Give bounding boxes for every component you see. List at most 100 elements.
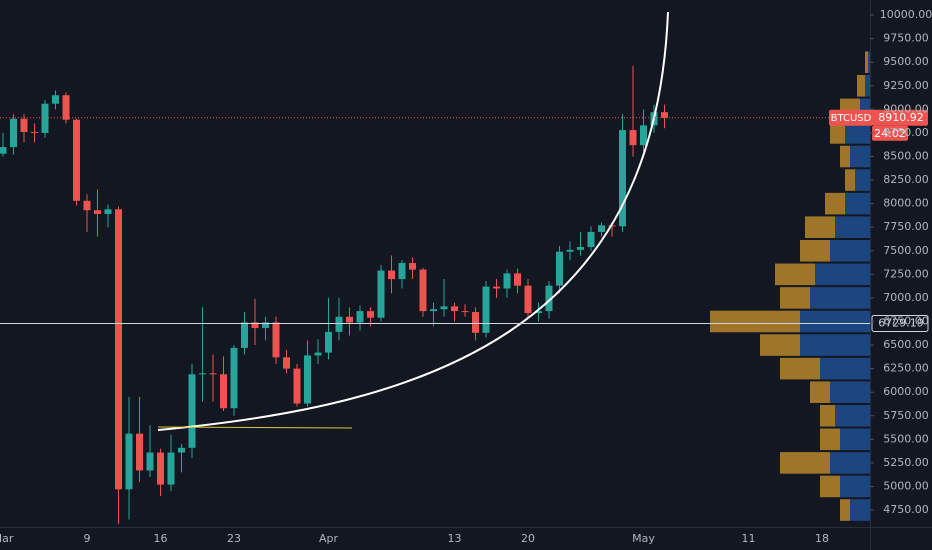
symbol-label: BTCUSD: [831, 113, 872, 124]
countdown-box: [872, 125, 908, 141]
profile-bar: [840, 428, 870, 451]
y-tick-label: 5750.00: [883, 409, 929, 422]
y-tick-label: 6000.00: [883, 385, 929, 398]
candle-body: [409, 263, 416, 270]
x-tick-label: 23: [227, 532, 241, 545]
profile-bar: [780, 287, 810, 309]
candle-body: [472, 312, 479, 333]
symbol-box: [829, 109, 873, 126]
candle-body: [220, 374, 227, 409]
profile-bar: [800, 334, 870, 356]
candle-body: [514, 273, 521, 286]
candle-body: [125, 433, 133, 490]
candle-body: [640, 125, 647, 146]
profile-bar: [835, 404, 870, 427]
y-tick-label: 6750.00: [883, 314, 929, 327]
y-tick-label: 10000.00: [880, 8, 932, 21]
x-tick-label: 20: [521, 532, 535, 545]
y-tick-label: 8250.00: [883, 173, 929, 186]
y-tick-label: 7250.00: [883, 267, 929, 280]
profile-bar: [810, 381, 830, 403]
candle-body: [388, 270, 395, 280]
candle-body: [251, 322, 259, 329]
candle-body: [104, 209, 112, 215]
candle-body: [52, 95, 59, 104]
y-tick-label: 8750.00: [883, 126, 929, 139]
x-tick-label: Mar: [0, 532, 14, 545]
profile-bar: [850, 145, 870, 168]
candle-body: [262, 322, 269, 329]
x-tick-label: May: [632, 532, 655, 545]
candle-body: [535, 311, 542, 313]
profile-bar: [820, 404, 835, 427]
candle-body: [62, 95, 70, 120]
profile-bar: [835, 216, 870, 238]
candle-body: [503, 273, 511, 289]
profile-bar: [845, 122, 870, 144]
x-tick-label: 16: [154, 532, 168, 545]
candle-body: [629, 130, 637, 146]
profile-bar: [825, 192, 845, 215]
candle-body: [0, 147, 7, 154]
profile-bar: [800, 239, 830, 262]
candle-body: [209, 373, 217, 375]
x-tick-label: 9: [84, 532, 91, 545]
profile-bar: [860, 98, 870, 121]
trend-line: [157, 426, 353, 429]
candle-body: [41, 103, 49, 133]
x-tick-label: 13: [448, 532, 462, 545]
y-tick-label: 7500.00: [883, 244, 929, 257]
profile-bar: [820, 428, 840, 451]
profile-bar: [840, 145, 850, 168]
profile-bar: [810, 287, 870, 309]
candle-body: [325, 331, 332, 353]
profile-bar: [820, 357, 870, 380]
countdown-label: 24:02: [874, 127, 906, 140]
y-tick-label: 9000.00: [883, 102, 929, 115]
candle-body: [482, 286, 490, 333]
candles: [0, 65, 668, 525]
level-label-box: [871, 314, 929, 332]
profile-bar: [805, 216, 835, 238]
profile-bar: [830, 122, 845, 144]
candle-body: [661, 112, 668, 118]
profile-bar: [850, 499, 870, 521]
profile-bar: [800, 310, 870, 333]
x-tick-label: 18: [815, 532, 829, 545]
y-tick-label: 9500.00: [883, 55, 929, 68]
candle-body: [304, 355, 311, 404]
y-tick-label: 9250.00: [883, 79, 929, 92]
level-label: 6729.19: [878, 316, 924, 329]
candle-body: [566, 249, 574, 252]
candle-body: [556, 251, 563, 286]
profile-bar: [815, 263, 870, 286]
candle-body: [430, 309, 437, 312]
x-tick-label: 11: [742, 532, 756, 545]
candle-body: [587, 231, 595, 248]
profile-bar: [868, 51, 870, 74]
candle-body: [524, 285, 532, 313]
y-tick-label: 8500.00: [883, 149, 929, 162]
candle-body: [241, 322, 248, 348]
profile-bar: [865, 51, 868, 74]
candle-body: [398, 263, 406, 280]
candle-body: [545, 285, 553, 312]
candle-body: [577, 247, 584, 250]
y-tick-label: 5000.00: [883, 479, 929, 492]
candle-body: [314, 352, 322, 356]
y-tick-label: 5250.00: [883, 456, 929, 469]
candle-body: [461, 311, 469, 313]
candle-body: [598, 225, 605, 232]
candle-body: [73, 119, 80, 201]
candle-body: [377, 270, 385, 318]
volume-profile: [710, 51, 870, 521]
y-tick-label: 5500.00: [883, 432, 929, 445]
candle-body: [199, 373, 206, 375]
profile-bar: [780, 452, 830, 474]
candle-body: [293, 368, 301, 404]
profile-bar: [855, 169, 870, 191]
candle-body: [157, 452, 164, 485]
profile-bar: [780, 357, 820, 380]
last-price-box: [872, 109, 928, 126]
